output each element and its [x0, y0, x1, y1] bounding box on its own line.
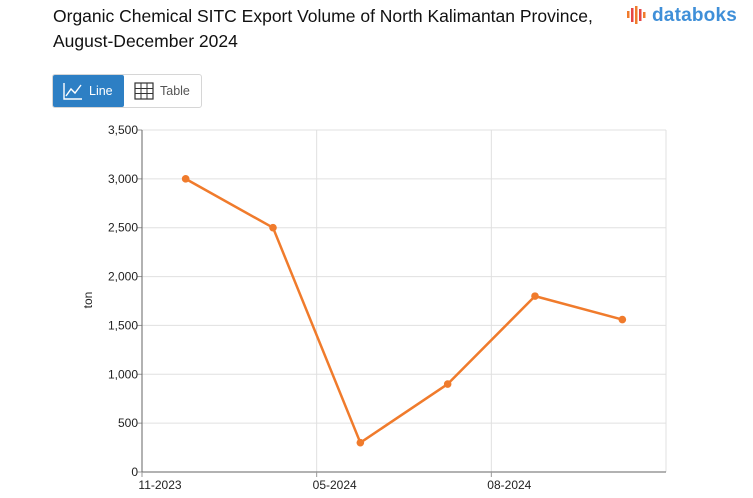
- brand-name: databoks: [652, 5, 738, 26]
- data-point[interactable]: [181, 175, 190, 183]
- axes: 0 500 1,000 1,500 2,000 2,500 3,000 3,500 11-202…: [108, 123, 666, 492]
- y-tick-label: 2,500: [108, 221, 138, 235]
- y-tick-label: 0: [131, 465, 138, 479]
- view-toggle: Line Table: [52, 74, 202, 108]
- y-tick-label: 2,000: [108, 270, 138, 284]
- data-point[interactable]: [269, 223, 277, 232]
- table-grid-icon: [134, 82, 154, 100]
- table-view-button[interactable]: Table: [124, 75, 190, 107]
- data-point[interactable]: [618, 315, 627, 324]
- line-view-label: Line: [89, 84, 113, 98]
- chart-title: Organic Chemical SITC Export Volume of N…: [53, 6, 593, 51]
- brand-logo[interactable]: databoks: [626, 4, 737, 28]
- series-line: [185, 177, 623, 444]
- y-axis-label: ton: [81, 292, 95, 309]
- y-tick-label: 1,500: [108, 318, 138, 332]
- x-tick-label: 05-2024: [313, 478, 357, 492]
- databoks-logo-icon: [627, 6, 646, 24]
- table-view-label: Table: [160, 84, 190, 98]
- y-tick-label: 3,000: [108, 172, 138, 186]
- series: [181, 175, 627, 447]
- x-tick-label: 11-2023: [138, 478, 181, 492]
- data-point[interactable]: [356, 438, 365, 447]
- grid-lines: [142, 129, 667, 473]
- y-tick-label: 500: [118, 416, 138, 430]
- y-tick-label: 3,500: [108, 123, 138, 137]
- data-point[interactable]: [443, 380, 452, 388]
- line-view-button[interactable]: Line: [53, 75, 124, 107]
- line-chart-icon: [63, 83, 82, 100]
- x-tick-label: 08-2024: [487, 478, 531, 492]
- data-point[interactable]: [531, 292, 539, 300]
- y-tick-label: 1,000: [108, 367, 138, 381]
